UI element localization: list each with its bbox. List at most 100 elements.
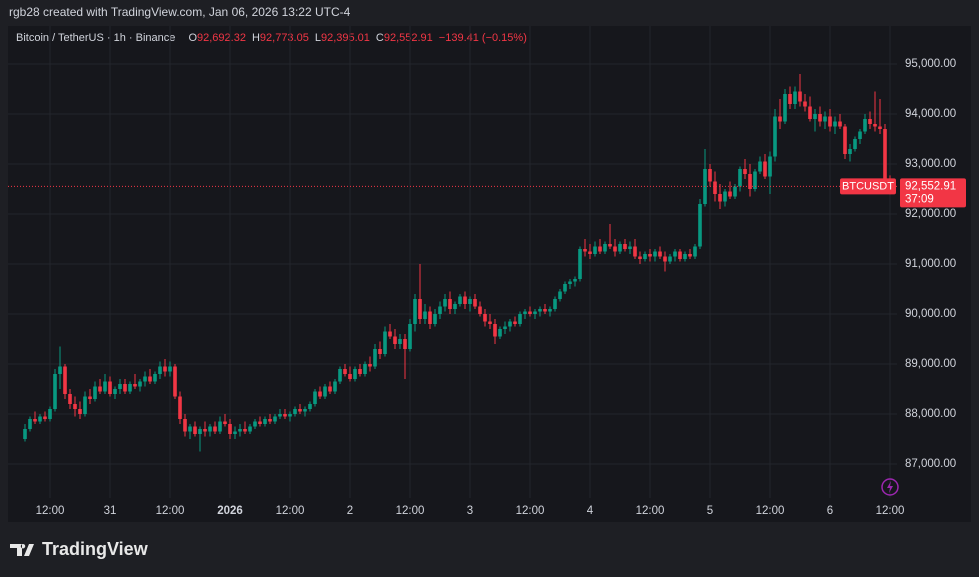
candle-body xyxy=(338,369,342,382)
price-tag xyxy=(900,178,966,208)
candle-body xyxy=(498,329,502,337)
y-tick-label: 94,000.00 xyxy=(905,108,956,120)
candle-body xyxy=(268,419,272,422)
candle-body xyxy=(88,396,92,399)
y-tick-label: 91,000.00 xyxy=(905,258,956,270)
candle-body xyxy=(448,299,452,309)
candle-body xyxy=(698,204,702,247)
candle-body xyxy=(533,311,537,314)
candle-body xyxy=(258,421,262,424)
candle-body xyxy=(503,326,507,329)
candle-body xyxy=(468,299,472,304)
x-tick-label: 12:00 xyxy=(276,505,305,517)
candle-body xyxy=(353,369,357,379)
x-tick-label: 12:00 xyxy=(636,505,665,517)
candle-body xyxy=(443,299,447,307)
candle-body xyxy=(418,299,422,319)
logo-mark xyxy=(10,544,34,556)
candle-body xyxy=(158,366,162,374)
candle-body xyxy=(508,321,512,327)
candle-body xyxy=(43,416,47,419)
candle-body xyxy=(883,129,887,180)
candle-body xyxy=(143,376,147,382)
candle-body xyxy=(768,156,772,177)
candle-body xyxy=(128,384,132,392)
candle-body xyxy=(278,414,282,417)
candle-body xyxy=(263,419,267,424)
candle-body xyxy=(73,404,77,409)
candle-body xyxy=(798,91,802,102)
candle-body xyxy=(208,426,212,432)
candle-body xyxy=(653,251,657,257)
candle-body xyxy=(713,181,717,194)
candle-body xyxy=(813,114,817,119)
candle-body xyxy=(588,251,592,254)
candle-body xyxy=(528,311,532,314)
alert-icon-bolt xyxy=(887,481,893,493)
candle-body xyxy=(183,419,187,432)
candle-body xyxy=(518,314,522,324)
candle-body xyxy=(628,246,632,249)
legend-value: 92,773.05 xyxy=(260,32,309,44)
x-tick-label: 5 xyxy=(707,505,713,517)
legend-value: 92,552.91 xyxy=(384,32,433,44)
candle-body xyxy=(848,149,852,154)
candle-body xyxy=(638,256,642,259)
candle-body xyxy=(513,321,517,324)
candle-body xyxy=(858,131,862,139)
x-tick-label: 3 xyxy=(467,505,473,517)
alert-icon[interactable] xyxy=(881,478,899,496)
candle-body xyxy=(453,304,457,309)
candle-body xyxy=(233,431,237,434)
candle-body xyxy=(428,311,432,324)
candle-body xyxy=(438,306,442,314)
candle-body xyxy=(68,394,72,404)
candle-body xyxy=(818,114,822,122)
x-tick-label: 4 xyxy=(587,505,594,517)
candle-body xyxy=(793,91,797,104)
x-tick-label: 12:00 xyxy=(516,505,545,517)
candle-body xyxy=(688,254,692,257)
candle-body xyxy=(148,376,152,382)
symbol-tag-label: BTCUSDT xyxy=(842,180,894,192)
candle-body xyxy=(223,421,227,424)
candle-body xyxy=(78,409,82,414)
candle-body xyxy=(188,426,192,432)
candle-body xyxy=(323,386,327,397)
candle-body xyxy=(783,94,787,122)
candle-body xyxy=(203,429,207,432)
x-tick-label: 12:00 xyxy=(36,505,65,517)
chart-pane xyxy=(8,26,971,522)
candle-body xyxy=(83,396,87,414)
candle-body xyxy=(463,296,467,304)
candle-body xyxy=(843,126,847,154)
candle-body xyxy=(178,396,182,419)
candle-body xyxy=(708,169,712,182)
candle-body xyxy=(288,414,292,417)
candle-body xyxy=(363,364,367,374)
candle-body xyxy=(833,121,837,127)
candle-body xyxy=(138,381,142,387)
candle-body xyxy=(643,254,647,259)
candle-body xyxy=(593,246,597,254)
candle-body xyxy=(393,336,397,344)
x-tick-label: 12:00 xyxy=(156,505,185,517)
candle-body xyxy=(788,94,792,104)
candle-body xyxy=(298,409,302,412)
candle-body xyxy=(613,246,617,252)
candle-body xyxy=(573,279,577,282)
candle-body xyxy=(293,409,297,414)
legend-key: C xyxy=(376,32,384,44)
x-tick-label: 12:00 xyxy=(756,505,785,517)
candle-body xyxy=(808,106,812,119)
candle-body xyxy=(153,374,157,382)
legend-change: −139.41 (−0.15%) xyxy=(439,32,527,44)
symbol-tag xyxy=(840,178,896,195)
candle-body xyxy=(678,251,682,259)
candle-body xyxy=(773,116,777,157)
candle-body xyxy=(728,191,732,197)
candle-body xyxy=(228,424,232,434)
candle-body xyxy=(683,254,687,259)
candle-body xyxy=(828,116,832,127)
candle-body xyxy=(568,281,572,284)
